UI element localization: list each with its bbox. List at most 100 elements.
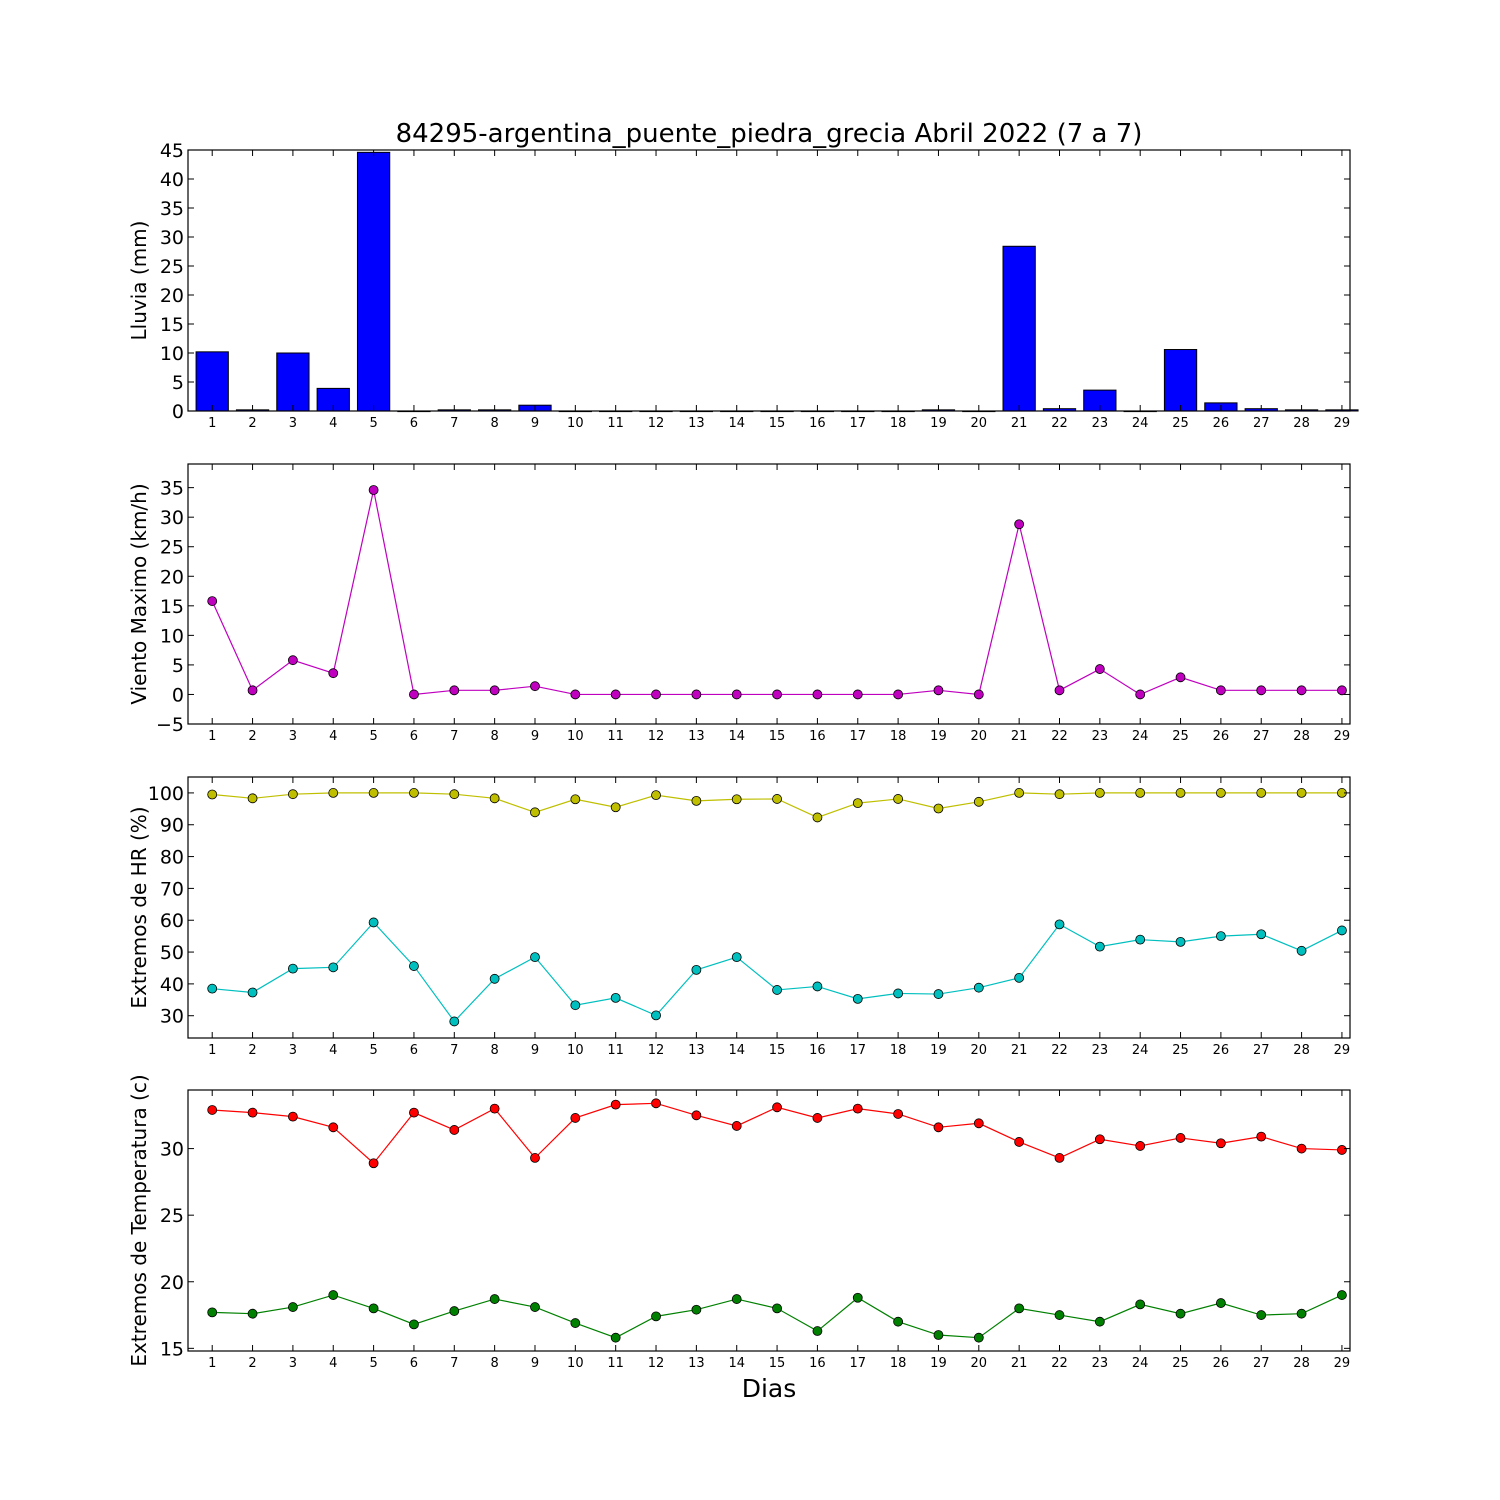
temperature-series-2-point xyxy=(812,1326,823,1336)
x-axis-label: Dias xyxy=(742,1374,797,1403)
wind-series-1-point xyxy=(1256,685,1267,696)
rain-x-tick-label: 28 xyxy=(1293,416,1310,431)
humidity-series-1-point xyxy=(409,788,419,798)
temperature-x-tick-label: 29 xyxy=(1334,1356,1351,1371)
temperature-series-1-point xyxy=(893,1109,904,1119)
temperature-x-tick-label: 27 xyxy=(1253,1356,1270,1371)
rain-y-tick-label: 30 xyxy=(160,227,184,249)
humidity-series-2-point xyxy=(731,952,742,963)
temperature-series-1-point xyxy=(933,1122,944,1133)
humidity-series-2-point xyxy=(933,989,944,999)
wind-x-tick-label: 11 xyxy=(607,729,624,744)
wind-x-tick-label: 20 xyxy=(971,729,988,744)
wind-y-tick-label: 15 xyxy=(160,596,184,618)
wind-x-tick-label: 13 xyxy=(688,729,705,744)
humidity-series-1-point xyxy=(1215,788,1226,798)
temperature-x-tick-label: 18 xyxy=(890,1356,907,1371)
temperature-x-tick-label: 6 xyxy=(410,1356,418,1371)
temperature-series-1-point xyxy=(1215,1138,1226,1149)
temperature-x-tick-label: 1 xyxy=(208,1356,216,1371)
wind-x-tick-label: 23 xyxy=(1092,729,1109,744)
humidity-series-2-point xyxy=(530,952,540,963)
wind-x-tick-label: 24 xyxy=(1132,729,1149,744)
humidity-x-tick-label: 11 xyxy=(607,1043,624,1058)
humidity-x-tick-label: 15 xyxy=(769,1043,786,1058)
rain-y-tick-label: 40 xyxy=(160,169,184,191)
humidity-y-tick-label: 100 xyxy=(148,783,184,805)
wind-y-tick-label: 35 xyxy=(160,478,184,500)
humidity-series-1-point xyxy=(570,794,581,805)
rain-x-tick-label: 20 xyxy=(971,416,988,431)
temperature-series-2-point xyxy=(1175,1308,1186,1319)
temperature-series-2-point xyxy=(852,1292,863,1303)
humidity-x-tick-label: 4 xyxy=(329,1043,337,1058)
humidity-series-2-point xyxy=(610,993,621,1003)
humidity-series-1-point xyxy=(731,794,742,805)
rain-x-tick-label: 6 xyxy=(410,416,418,431)
humidity-series-2-point xyxy=(1094,941,1105,952)
wind-y-tick-label: 5 xyxy=(172,655,184,677)
temperature-x-tick-label: 25 xyxy=(1172,1356,1189,1371)
rain-x-tick-label: 8 xyxy=(490,416,498,431)
temperature-series-1-point xyxy=(1175,1133,1186,1143)
temperature-series-2-point xyxy=(328,1290,339,1300)
wind-series-1-point xyxy=(530,681,540,692)
temperature-series-1-point xyxy=(207,1105,218,1115)
humidity-x-tick-label: 12 xyxy=(648,1043,665,1058)
humidity-axes-frame xyxy=(187,776,1351,1039)
temperature-series-2-point xyxy=(1215,1298,1226,1308)
humidity-x-tick-label: 8 xyxy=(490,1043,498,1058)
humidity-y-axis-label: Extremos de HR (%) xyxy=(127,806,151,1008)
humidity-series-1-point xyxy=(973,796,984,807)
temperature-series-1-point xyxy=(651,1098,661,1109)
temperature-x-tick-label: 16 xyxy=(809,1356,826,1371)
wind-y-tick-label: 20 xyxy=(160,566,184,588)
humidity-series-1-point xyxy=(1094,788,1105,798)
humidity-x-tick-label: 22 xyxy=(1051,1043,1068,1058)
wind-series-1-point xyxy=(1014,519,1025,530)
humidity-series-1-point xyxy=(610,802,621,813)
temperature-x-tick-label: 8 xyxy=(490,1356,498,1371)
humidity-x-tick-label: 25 xyxy=(1172,1043,1189,1058)
humidity-x-tick-label: 1 xyxy=(208,1043,216,1058)
humidity-series-2-point xyxy=(1215,931,1226,942)
humidity-series-2-point xyxy=(287,963,298,974)
wind-x-tick-label: 5 xyxy=(369,729,377,744)
temperature-series-1-point xyxy=(530,1153,540,1163)
wind-x-tick-label: 10 xyxy=(567,729,584,744)
wind-x-tick-label: 9 xyxy=(531,729,539,744)
temperature-series-1-point xyxy=(287,1111,298,1122)
temperature-series-1-point xyxy=(570,1113,581,1123)
temperature-series-2-point xyxy=(449,1306,460,1316)
temperature-series-2-point xyxy=(1054,1310,1065,1320)
wind-series-1-point xyxy=(247,685,258,696)
wind-series-1-point xyxy=(651,689,661,700)
temperature-series-2-point xyxy=(489,1294,500,1304)
temperature-series-2-point xyxy=(651,1311,661,1322)
temperature-series-1-point xyxy=(489,1103,500,1114)
temperature-series-2-point xyxy=(731,1294,742,1304)
humidity-x-tick-label: 26 xyxy=(1213,1043,1230,1058)
temperature-series-2-point xyxy=(933,1330,944,1340)
humidity-series-1-point xyxy=(449,789,460,800)
temperature-x-tick-label: 9 xyxy=(531,1356,539,1371)
wind-series-1-point xyxy=(1094,664,1105,674)
rain-x-tick-label: 24 xyxy=(1132,416,1149,431)
humidity-y-tick-label: 30 xyxy=(160,1006,184,1028)
humidity-x-tick-label: 6 xyxy=(410,1043,418,1058)
humidity-y-tick-label: 80 xyxy=(160,847,184,869)
temperature-series-2-point xyxy=(1014,1303,1025,1314)
temperature-series-1-point xyxy=(1296,1143,1307,1154)
temperature-series-1-point xyxy=(1014,1137,1025,1147)
wind-x-tick-label: 3 xyxy=(289,729,297,744)
humidity-x-tick-label: 29 xyxy=(1334,1043,1351,1058)
wind-y-tick-label: 10 xyxy=(160,625,184,647)
rain-x-tick-label: 26 xyxy=(1213,416,1230,431)
temperature-series-2-point xyxy=(287,1302,298,1312)
temperature-x-tick-label: 26 xyxy=(1213,1356,1230,1371)
rain-bar xyxy=(356,151,391,412)
wind-x-tick-label: 12 xyxy=(648,729,665,744)
rain-x-tick-label: 10 xyxy=(567,416,584,431)
humidity-x-tick-label: 23 xyxy=(1092,1043,1109,1058)
wind-series-1-point xyxy=(570,689,581,700)
